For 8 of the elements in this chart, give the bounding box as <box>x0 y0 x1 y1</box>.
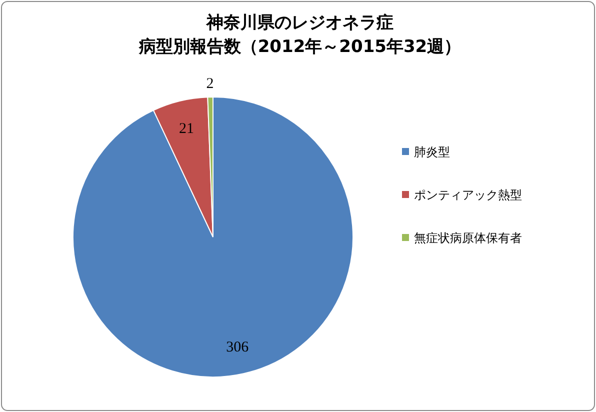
legend-label: 無症状病原体保有者 <box>414 231 522 245</box>
chart-subtitle: 病型別報告数（2012年～2015年32週） <box>138 37 462 57</box>
data-label: 2 <box>206 76 214 92</box>
chart-title: 神奈川県のレジオネラ症 <box>206 13 394 33</box>
data-label: 306 <box>226 339 250 356</box>
legend-label: ポンティアック熱型 <box>414 188 522 202</box>
legend-label: 肺炎型 <box>414 145 450 159</box>
data-label: 21 <box>179 121 194 138</box>
